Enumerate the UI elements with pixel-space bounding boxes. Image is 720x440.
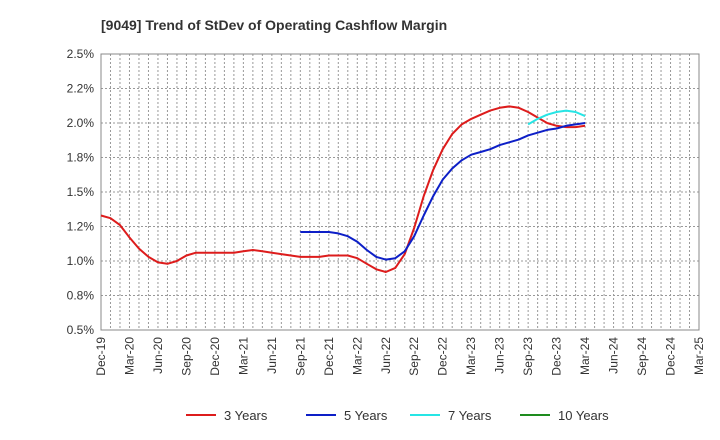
y-tick-label: 1.8% — [67, 151, 95, 165]
x-tick-label: Dec-22 — [436, 337, 450, 376]
series-line-3-years — [100, 105, 586, 273]
x-tick-label: Sep-20 — [179, 337, 193, 376]
y-tick-label: 2.0% — [67, 116, 95, 130]
legend-label: 7 Years — [448, 408, 492, 423]
y-tick-label: 1.0% — [67, 254, 95, 268]
legend-label: 5 Years — [344, 408, 388, 423]
legend-label: 3 Years — [224, 408, 268, 423]
x-tick-label: Sep-21 — [293, 337, 307, 376]
y-axis: 0.5% 0.8% 1.0% 1.2% 1.5% 1.8% 2.0% 2.2% 2.5% — [67, 47, 95, 337]
x-tick-label: Dec-21 — [322, 337, 336, 376]
x-tick-label: Mar-20 — [122, 337, 136, 375]
series-lines — [100, 105, 586, 273]
x-tick-label: Jun-20 — [151, 337, 165, 374]
x-tick-label: Jun-21 — [265, 337, 279, 374]
y-tick-label: 1.5% — [67, 185, 95, 199]
series-line-5-years — [300, 122, 586, 261]
x-tick-label: Mar-23 — [464, 337, 478, 375]
y-tick-label: 2.5% — [67, 47, 95, 61]
x-tick-label: Sep-22 — [407, 337, 421, 376]
x-tick-label: Dec-23 — [550, 337, 564, 376]
x-tick-label: Mar-21 — [236, 337, 250, 375]
plot-border — [100, 53, 700, 331]
x-tick-label: Jun-23 — [493, 337, 507, 374]
y-tick-label: 0.5% — [67, 323, 95, 337]
chart-title: [9049] Trend of StDev of Operating Cashf… — [101, 17, 447, 33]
x-tick-label: Mar-22 — [350, 337, 364, 375]
x-tick-label: Mar-25 — [692, 337, 706, 375]
legend: 3 Years 5 Years 7 Years 10 Years — [186, 408, 609, 423]
legend-label: 10 Years — [558, 408, 609, 423]
x-tick-label: Mar-24 — [578, 337, 592, 375]
y-tick-label: 2.2% — [67, 82, 95, 96]
x-tick-label: Jun-22 — [379, 337, 393, 374]
x-tick-label: Dec-20 — [208, 337, 222, 376]
x-tick-label: Dec-19 — [94, 337, 108, 376]
x-axis: Dec-19 Mar-20 Jun-20 Sep-20 Dec-20 Mar-21 Jun-… — [94, 337, 706, 376]
grid — [101, 54, 699, 330]
y-tick-label: 0.8% — [67, 289, 95, 303]
x-tick-label: Jun-24 — [607, 337, 621, 374]
y-tick-label: 1.2% — [67, 220, 95, 234]
x-tick-label: Sep-23 — [521, 337, 535, 376]
plot-area — [101, 54, 699, 330]
x-tick-label: Sep-24 — [635, 337, 649, 376]
x-tick-label: Dec-24 — [664, 337, 678, 376]
series-line-7-years — [527, 109, 586, 126]
